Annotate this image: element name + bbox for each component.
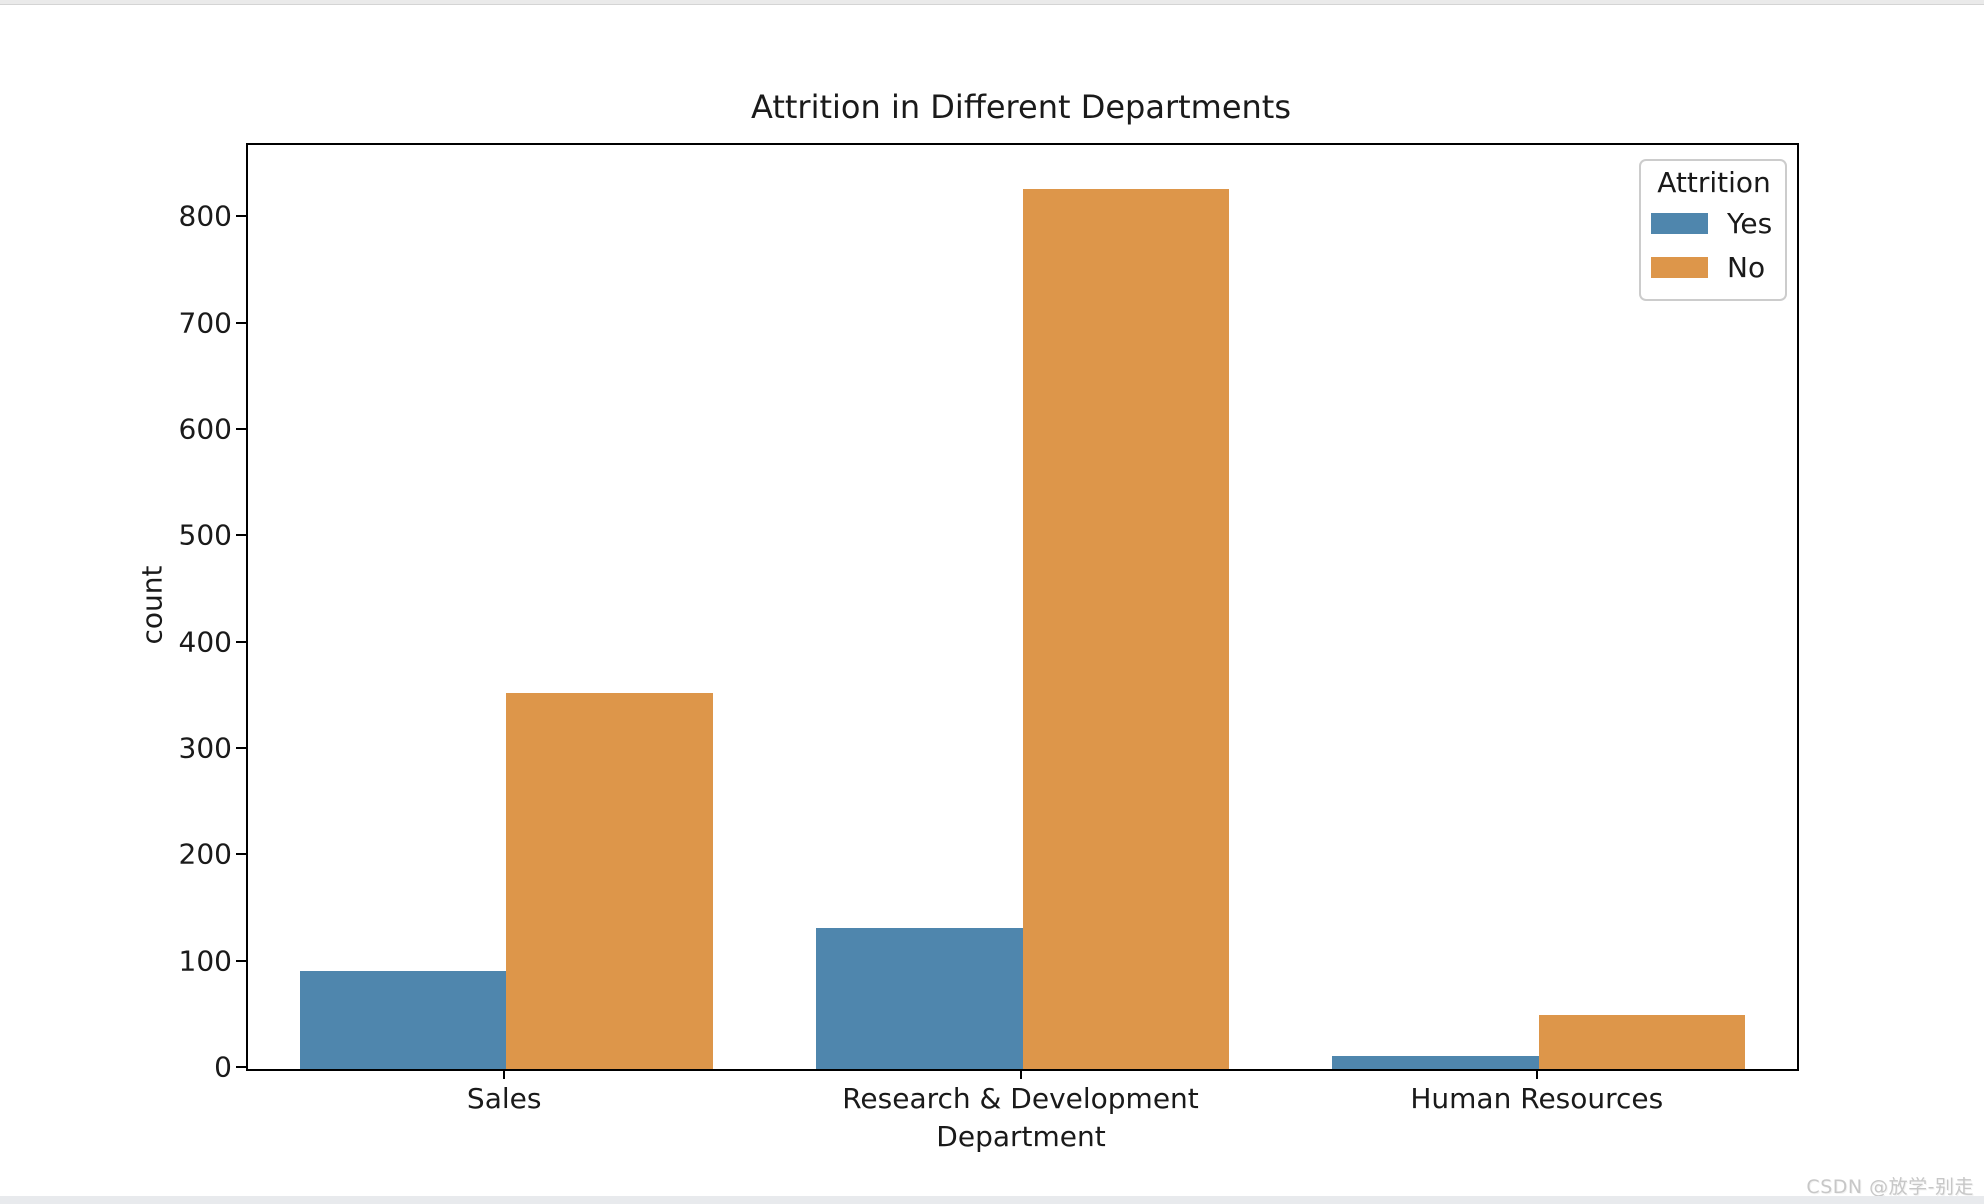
y-tick-label: 500: [178, 518, 232, 552]
y-tick-mark: [236, 747, 246, 749]
legend-label-no: No: [1727, 250, 1766, 284]
y-tick-label: 100: [178, 944, 232, 978]
legend-label-yes: Yes: [1727, 206, 1773, 240]
y-tick-mark: [236, 640, 246, 643]
y-tick-label: 0: [214, 1050, 232, 1084]
x-tick-label-human-resources: Human Resources: [1410, 1082, 1664, 1115]
legend: Attrition Yes No: [1639, 159, 1787, 301]
bar-human-resources-no: [1538, 1014, 1746, 1069]
bar-research-development-yes: [816, 927, 1023, 1069]
y-tick-label: 700: [178, 306, 232, 340]
legend-row-yes: Yes: [1651, 201, 1777, 245]
page-bottom-edge-band: [0, 1196, 1984, 1204]
legend-swatch-yes: [1651, 212, 1708, 234]
y-tick-label: 600: [178, 412, 232, 446]
y-tick-mark: [236, 215, 246, 218]
y-tick-mark: [236, 959, 246, 962]
bar-sales-no: [506, 692, 713, 1069]
y-tick-mark: [236, 428, 246, 430]
y-tick-label: 800: [178, 199, 232, 233]
y-tick-mark: [236, 1066, 246, 1068]
y-tick-mark: [236, 321, 246, 324]
csdn-watermark: CSDN @放学-别走: [1806, 1176, 1974, 1198]
page-top-edge-band: [0, 0, 1984, 5]
y-tick-label: 300: [178, 731, 232, 765]
x-axis-label: Department: [936, 1120, 1106, 1153]
x-tick-mark: [1019, 1069, 1022, 1079]
x-tick-label-research-development: Research & Development: [842, 1082, 1199, 1115]
x-tick-label-sales: Sales: [466, 1082, 542, 1115]
x-tick-mark: [503, 1069, 506, 1079]
y-tick-label: 200: [178, 837, 232, 871]
plot-area: Attrition Yes No: [246, 143, 1799, 1071]
bar-human-resources-yes: [1332, 1056, 1539, 1069]
bar-research-development-no: [1022, 188, 1229, 1069]
y-tick-mark: [236, 534, 246, 537]
chart-title: Attrition in Different Departments: [751, 88, 1291, 126]
y-tick-label: 400: [178, 625, 232, 659]
legend-title: Attrition: [1657, 166, 1771, 199]
bar-sales-yes: [299, 971, 507, 1069]
legend-row-no: No: [1651, 245, 1777, 289]
legend-swatch-no: [1651, 256, 1708, 278]
legend-entries: Yes No: [1651, 201, 1777, 289]
y-tick-mark: [236, 853, 246, 856]
x-tick-mark: [1535, 1069, 1538, 1079]
